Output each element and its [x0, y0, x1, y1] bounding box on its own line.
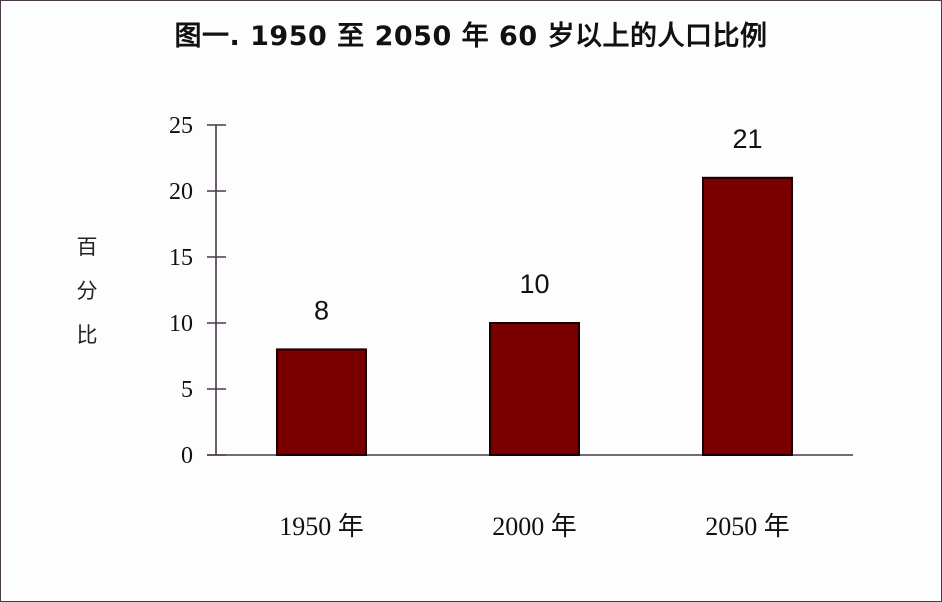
- bar-value-label: 10: [519, 269, 549, 299]
- y-tick-label: 15: [169, 245, 193, 271]
- x-category-label: 2050 年: [705, 512, 790, 541]
- y-axis-label-char: 分: [76, 279, 98, 303]
- y-axis-label: 百 分 比: [72, 225, 102, 357]
- y-axis-label-char: 百: [76, 235, 98, 259]
- chart-title: 图一. 1950 至 2050 年 60 岁以上的人口比例: [174, 21, 768, 52]
- y-tick-label: 10: [169, 311, 193, 337]
- y-tick-label: 25: [169, 113, 193, 139]
- y-tick-label: 20: [169, 179, 193, 205]
- bar: [276, 348, 367, 456]
- y-tick-label: 5: [181, 377, 193, 403]
- y-axis-label-char: 比: [76, 323, 98, 347]
- x-category-label: 1950 年: [279, 512, 364, 541]
- bar: [489, 322, 580, 456]
- bar-value-label: 8: [314, 295, 329, 325]
- y-tick-label: 0: [181, 443, 193, 469]
- bar: [702, 176, 793, 457]
- x-category-label: 2000 年: [492, 512, 577, 541]
- bar-value-label: 21: [732, 124, 762, 154]
